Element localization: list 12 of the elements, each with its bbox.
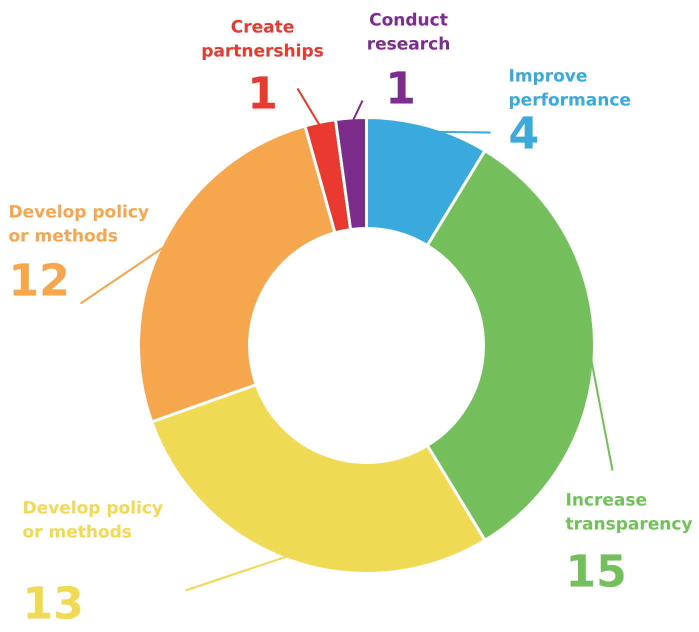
slice-label: Improve performance [508, 66, 631, 110]
data-label: 1 [247, 68, 278, 120]
slice-label: Develop policy or methods [8, 202, 150, 246]
slice-label: Conduct research [366, 10, 450, 54]
data-label: 15 [566, 546, 627, 598]
slice-label: Create partnerships [201, 18, 324, 62]
data-label: 13 [22, 578, 84, 630]
data-label: 12 [8, 256, 70, 306]
slice-label: Increase transparency [566, 490, 693, 534]
data-label: 4 [508, 108, 540, 160]
data-label: 1 [385, 64, 416, 114]
slice-label: Develop policy or methods [22, 498, 164, 542]
